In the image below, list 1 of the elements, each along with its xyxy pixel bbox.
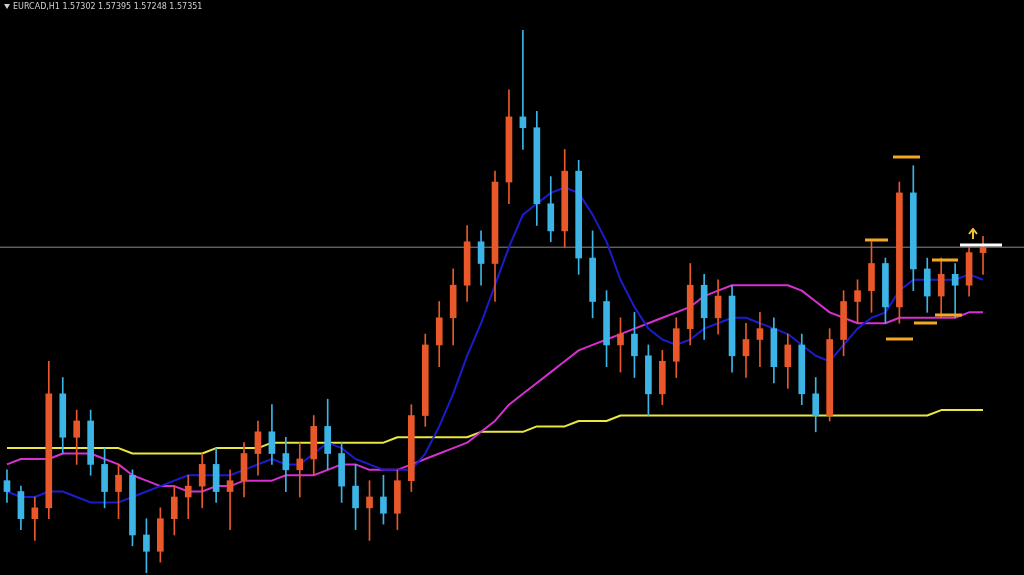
chart-title: EURCAD,H1 1.57302 1.57395 1.57248 1.57351: [13, 2, 203, 11]
